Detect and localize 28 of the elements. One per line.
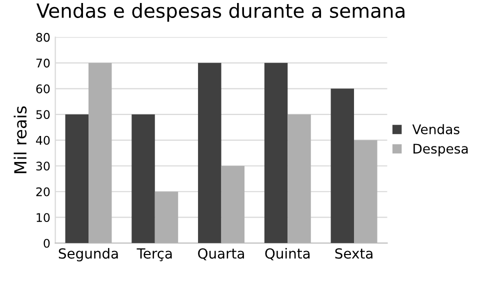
bar [132, 114, 155, 244]
bar [154, 192, 178, 244]
x-tick-label: Quarta [198, 248, 244, 260]
bar [288, 114, 311, 244]
legend-label: Vendas [412, 124, 460, 134]
y-tick-label: 20 [36, 187, 50, 196]
y-axis-title: Mil reais [14, 106, 27, 174]
y-tick-label: 50 [36, 110, 50, 120]
y-tick-label: 80 [36, 32, 50, 42]
bar [65, 114, 89, 244]
x-tick-label: Terça [136, 248, 172, 262]
x-tick-label: Quinta [265, 248, 310, 260]
bar [198, 62, 222, 244]
bar [354, 140, 378, 244]
y-tick-label: 0 [44, 238, 50, 248]
chart-title: Vendas e despesas durante a semana [36, 2, 404, 22]
x-tick-label: Segunda [58, 248, 118, 262]
bar [264, 62, 288, 244]
bar [88, 62, 112, 244]
y-tick-label: 60 [36, 84, 50, 94]
bar [330, 88, 354, 244]
legend-label: Despesa [414, 144, 468, 156]
x-tick-label: Sexta [335, 248, 372, 259]
bar [221, 166, 244, 244]
y-tick-label: 10 [36, 213, 50, 222]
y-tick-label: 70 [36, 58, 50, 68]
y-tick-label: 30 [36, 162, 50, 171]
y-tick-label: 40 [36, 136, 50, 145]
